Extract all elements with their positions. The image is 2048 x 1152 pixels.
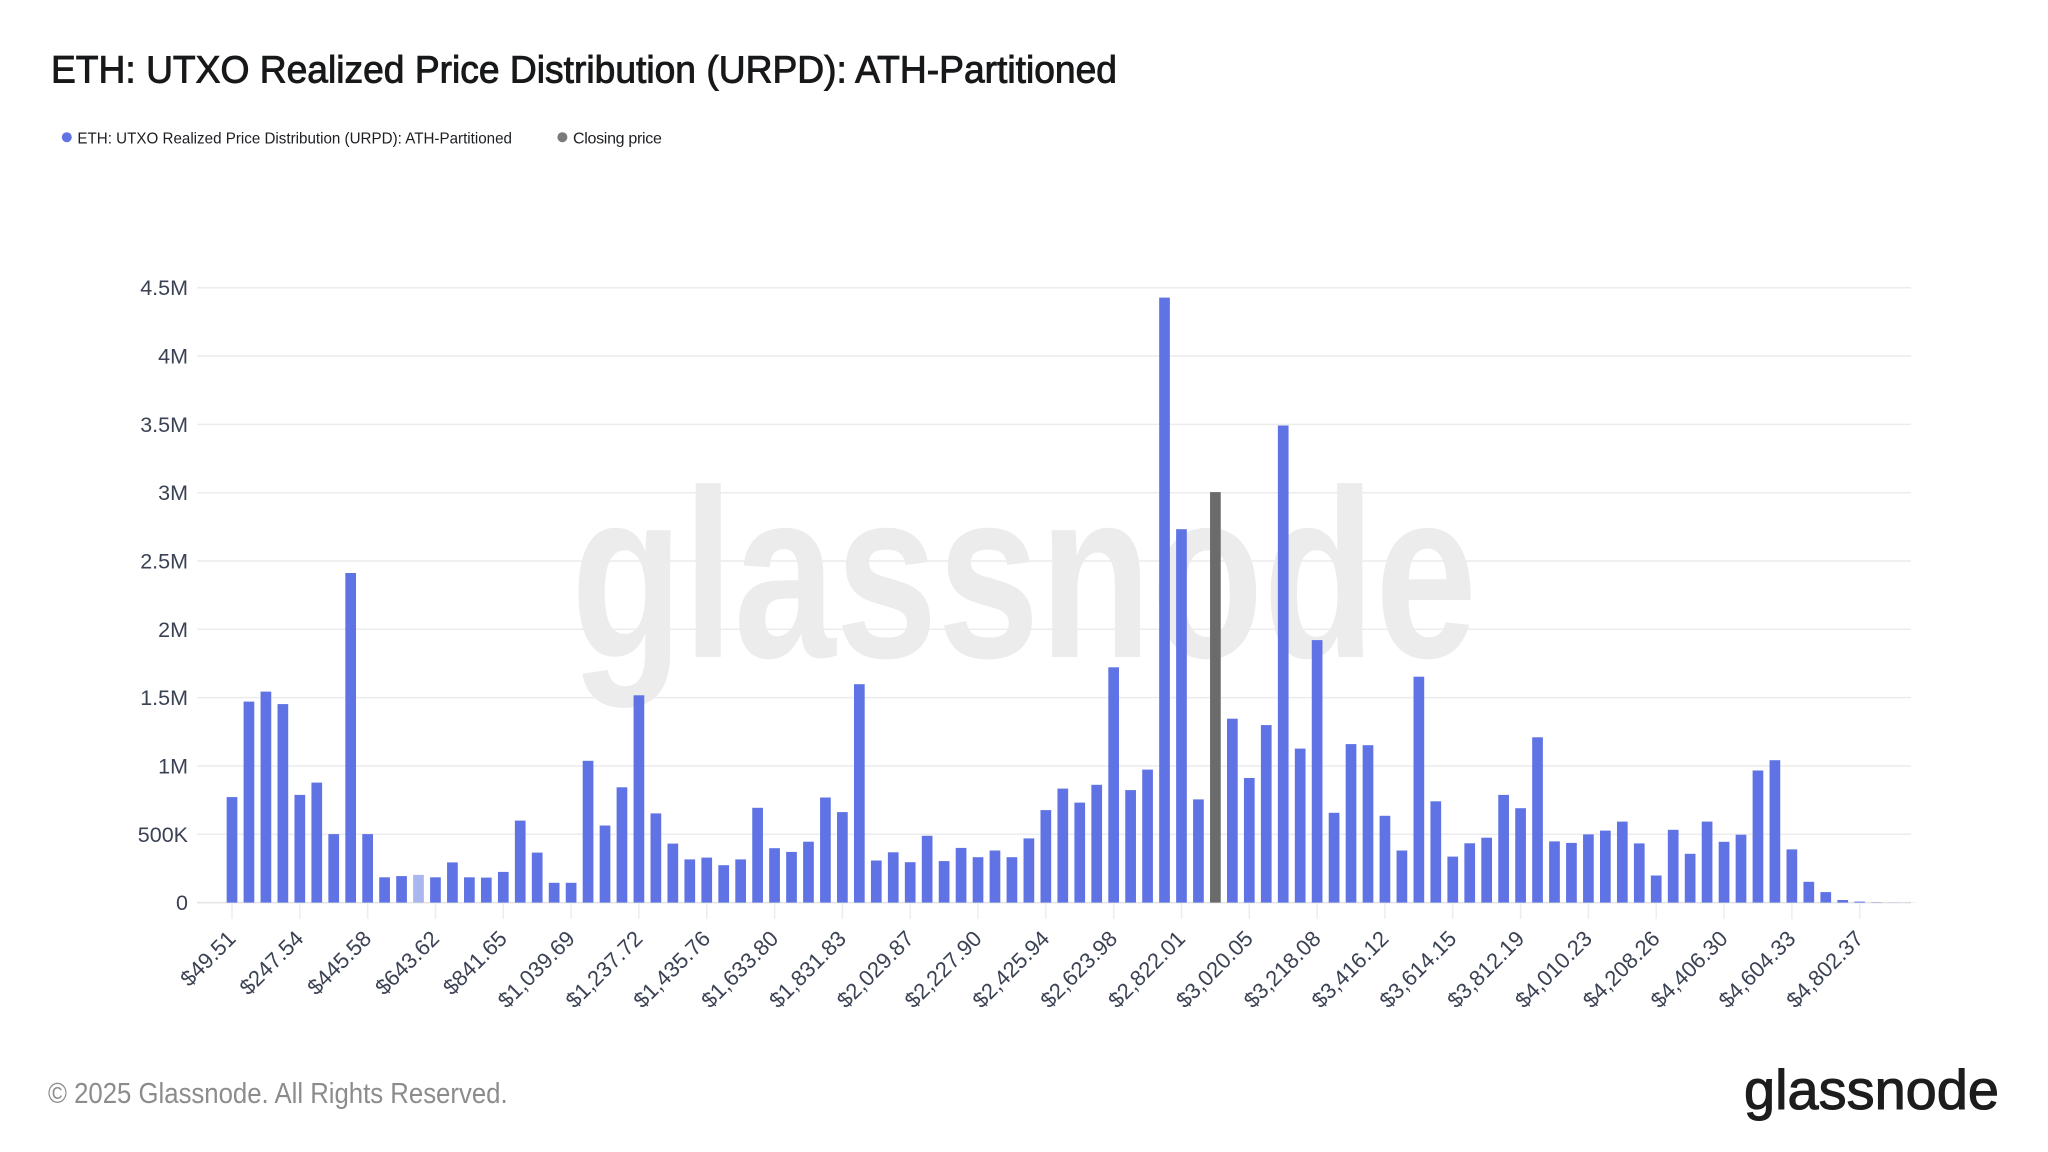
svg-text:2.5M: 2.5M xyxy=(140,550,188,574)
svg-text:1.5M: 1.5M xyxy=(140,686,188,710)
svg-text:500K: 500K xyxy=(138,823,189,847)
svg-text:glassnode: glassnode xyxy=(1744,1058,1999,1121)
svg-text:0: 0 xyxy=(176,891,188,915)
svg-text:4M: 4M xyxy=(158,345,188,369)
svg-text:3M: 3M xyxy=(158,481,188,505)
svg-text:Closing price: Closing price xyxy=(573,131,662,148)
svg-text:1M: 1M xyxy=(158,755,188,779)
svg-text:glassnode: glassnode xyxy=(571,440,1477,708)
svg-text:ETH: UTXO Realized Price Distr: ETH: UTXO Realized Price Distribution (U… xyxy=(51,50,1117,92)
svg-text:4.5M: 4.5M xyxy=(140,276,188,300)
svg-text:3.5M: 3.5M xyxy=(140,413,188,437)
svg-text:ETH: UTXO Realized Price Distr: ETH: UTXO Realized Price Distribution (U… xyxy=(77,131,512,148)
svg-text:2M: 2M xyxy=(158,618,188,642)
svg-text:© 2025 Glassnode. All Rights R: © 2025 Glassnode. All Rights Reserved. xyxy=(48,1078,508,1110)
